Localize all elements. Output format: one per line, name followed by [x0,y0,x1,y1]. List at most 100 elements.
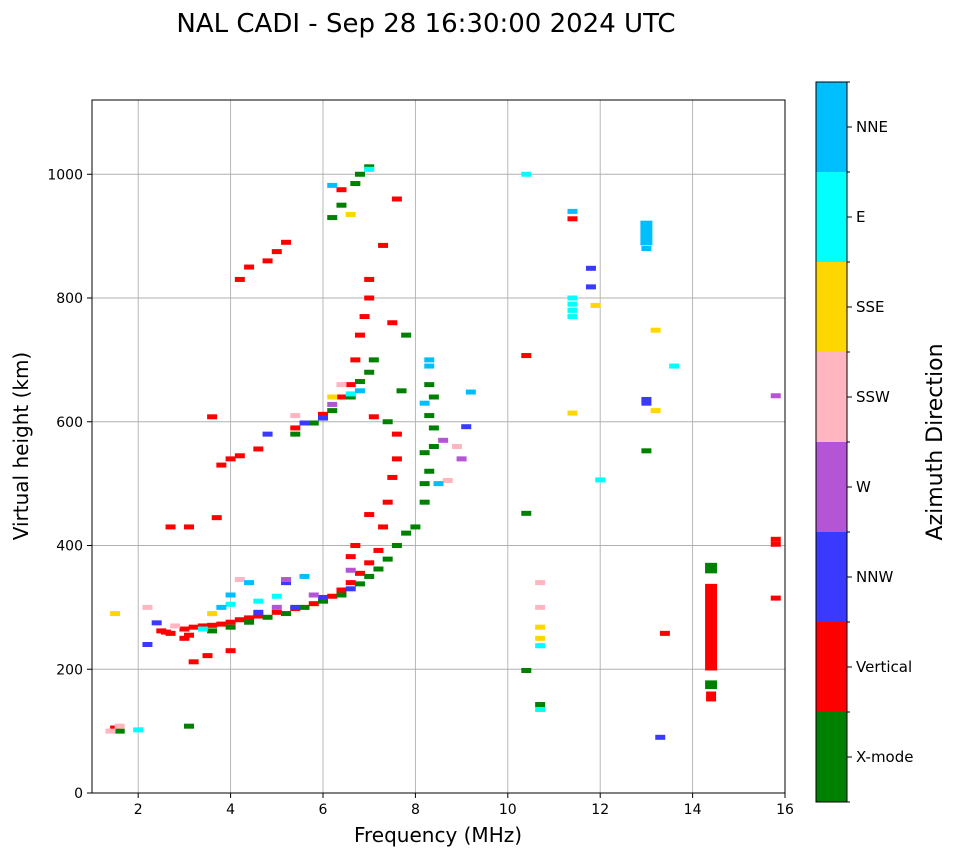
data-point [345,580,356,586]
data-point [184,524,195,530]
data-point [391,431,402,437]
chart-title: NAL CADI - Sep 28 16:30:00 2024 UTC [176,9,675,39]
data-point [345,211,356,217]
data-point [179,635,190,641]
data-point [308,420,319,426]
data-point [170,623,181,629]
colorbar-label: SSE [856,298,885,316]
data-point [253,598,264,604]
data-point [567,410,578,416]
data-point [641,396,652,402]
data-point [188,659,199,665]
data-point [216,621,227,627]
data-point [197,626,208,632]
data-point [641,246,652,251]
data-point [244,615,255,621]
data-point [650,327,661,333]
y-tick-label: 400 [56,539,83,555]
data-point [281,577,292,583]
data-point [535,580,546,586]
data-point [188,624,199,630]
data-point [382,556,393,562]
data-point [253,446,264,452]
data-point [281,239,292,245]
data-point [364,295,375,301]
data-point [354,388,365,394]
data-point [114,728,125,734]
colorbar-segment [816,442,847,532]
data-point [308,601,319,607]
data-point [327,215,338,221]
data-bar [705,680,718,690]
data-bar [640,220,653,246]
data-point [336,202,347,208]
data-point [373,566,384,572]
x-tick-label: 14 [684,802,702,818]
data-point [433,481,444,487]
data-bar [705,583,718,671]
data-point [595,477,606,483]
data-point [354,570,365,576]
data-point [197,623,208,629]
colorbar-label: NNE [856,118,888,136]
colorbar-segment [816,262,847,352]
data-point [354,379,365,385]
data-point [364,560,375,566]
data-point [590,302,601,308]
x-tick-label: 10 [499,802,517,818]
data-point [271,604,282,610]
data-point [465,389,476,395]
data-point [368,414,379,420]
data-point [364,166,375,172]
data-point [207,414,218,420]
y-axis-ticks: 0 200 400 600 800 1000 [47,167,92,802]
data-point [669,363,680,369]
data-point [290,425,301,431]
data-point [290,413,301,419]
data-point [382,419,393,425]
colorbar-label: NNW [856,568,893,586]
data-point [110,611,121,617]
data-point [262,614,273,620]
data-point [253,609,264,615]
colorbar-segment [816,532,847,622]
data-point [535,604,546,610]
data-point [225,592,236,598]
data-point [461,424,472,430]
plot-frame [91,99,786,794]
data-point [567,314,578,320]
data-point [244,264,255,270]
data-point [345,382,356,388]
data-point [253,613,264,619]
data-point [419,481,430,487]
data-marks [105,164,781,740]
data-point [521,353,532,359]
data-point [262,431,273,437]
data-point [244,580,255,586]
colorbar-segment [816,622,847,712]
data-point [327,401,338,407]
x-tick-label: 2 [134,802,143,818]
data-point [567,295,578,301]
y-tick-label: 200 [56,662,83,678]
data-point [391,196,402,202]
data-point [142,642,153,647]
data-point [401,530,412,536]
data-point [350,181,361,187]
y-tick-label: 0 [74,786,83,802]
data-point [216,462,227,468]
data-point [391,456,402,462]
data-point [336,382,347,388]
data-point [336,592,347,598]
x-axis-ticks: 2 4 6 8 10 12 14 16 [134,793,794,818]
data-point [567,208,578,214]
colorbar-label: W [856,478,871,496]
data-point [142,604,153,610]
data-point [585,284,596,290]
data-point [345,391,356,397]
data-point [641,448,652,454]
data-point [521,667,532,673]
data-point [391,543,402,548]
data-point [336,394,347,400]
data-point [535,706,546,712]
